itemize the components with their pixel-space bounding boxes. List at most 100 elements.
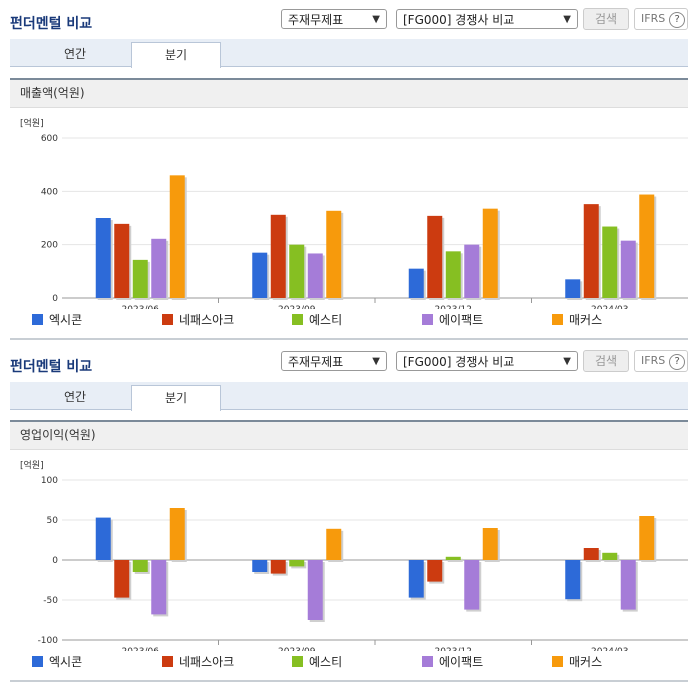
- operating-profit-chart-svg: [억원] -100 -50 0 50 100 2023/06 2023/09 2023/12 20…: [20, 459, 688, 651]
- ifrs-help-button[interactable]: IFRS?: [634, 8, 688, 30]
- compare-select[interactable]: [FG000] 경쟁사 비교 ▼: [396, 351, 578, 371]
- legend-label: 네패스아크: [179, 313, 235, 327]
- chevron-down-icon: ▼: [563, 14, 571, 25]
- legend-item-exicon: 엑시콘: [32, 654, 82, 670]
- bar: [464, 244, 480, 298]
- x-tick-label: 2023/09: [278, 647, 316, 651]
- bar: [326, 528, 342, 560]
- bar: [482, 528, 498, 560]
- y-tick-label: -50: [43, 596, 58, 606]
- compare-select[interactable]: [FG000] 경쟁사 비교 ▼: [396, 9, 578, 29]
- legend-item-yesti: 예스티: [292, 312, 342, 328]
- legend-label: 매커스: [569, 313, 603, 327]
- legend-item-apact: 에이팩트: [422, 312, 483, 328]
- tab-quarterly[interactable]: 분기: [131, 385, 221, 411]
- bar: [326, 210, 342, 298]
- y-tick-label: 600: [41, 134, 58, 144]
- legend-item-maekers: 매커스: [552, 654, 602, 670]
- ifrs-label: IFRS: [641, 12, 666, 25]
- bar: [639, 516, 655, 560]
- legend-swatch: [292, 314, 303, 325]
- x-tick-label: 2023/06: [122, 647, 160, 651]
- bar: [132, 560, 148, 572]
- legend-swatch: [422, 314, 433, 325]
- legend-item-exicon: 엑시콘: [32, 312, 82, 328]
- account-select-value: 주재무제표: [288, 13, 344, 27]
- bar-shadow: [447, 558, 463, 562]
- bar: [445, 556, 461, 560]
- bar: [602, 226, 618, 298]
- y-tick-label: 50: [47, 516, 59, 526]
- legend-label: 엑시콘: [49, 655, 83, 669]
- bar: [307, 253, 323, 298]
- legend-label: 엑시콘: [49, 313, 83, 327]
- bar: [565, 279, 581, 298]
- bar: [464, 560, 480, 610]
- x-tick-label: 2023/06: [122, 305, 160, 309]
- search-button[interactable]: 검색: [583, 8, 629, 30]
- tab-annual[interactable]: 연간: [63, 47, 87, 61]
- bar: [620, 240, 636, 298]
- question-icon: ?: [669, 12, 686, 28]
- y-tick-label: 0: [52, 294, 58, 304]
- bar: [270, 214, 286, 298]
- y-axis-unit-label: [억원]: [20, 459, 44, 471]
- legend-swatch: [162, 314, 173, 325]
- bar: [583, 204, 599, 298]
- y-tick-label: -100: [38, 636, 59, 646]
- chevron-down-icon: ▼: [372, 14, 380, 25]
- bar: [95, 218, 111, 298]
- compare-select-value: [FG000] 경쟁사 비교: [403, 13, 515, 27]
- compare-select-value: [FG000] 경쟁사 비교: [403, 355, 515, 369]
- account-select[interactable]: 주재무제표 ▼: [281, 9, 387, 29]
- chart-legend: 엑시콘 네패스아크 예스티 에이팩트 매커스: [10, 312, 688, 328]
- chart-legend: 엑시콘 네패스아크 예스티 에이팩트 매커스: [10, 654, 688, 670]
- fundamental-panel-operating-profit: 펀더멘털 비교 주재무제표 ▼ [FG000] 경쟁사 비교 ▼ 검색 IFRS…: [0, 342, 696, 684]
- ifrs-help-button[interactable]: IFRS?: [634, 350, 688, 372]
- legend-label: 에이팩트: [439, 313, 484, 327]
- bar: [252, 560, 268, 572]
- bar: [639, 194, 655, 298]
- period-tabs: 연간 분기: [10, 39, 688, 68]
- bar: [482, 208, 498, 298]
- legend-swatch: [552, 314, 563, 325]
- bar: [169, 175, 185, 298]
- legend-label: 네패스아크: [179, 655, 235, 669]
- x-tick-label: 2023/12: [435, 305, 472, 309]
- bar: [132, 259, 148, 298]
- legend-swatch: [32, 656, 43, 667]
- bar: [151, 560, 167, 615]
- bar: [427, 560, 443, 582]
- account-select[interactable]: 주재무제표 ▼: [281, 351, 387, 371]
- account-select-value: 주재무제표: [288, 355, 344, 369]
- bar: [95, 517, 111, 560]
- chart-revenue: 매출액(억원) [억원] 0 200 400 600 2023/06 2023/09 2023…: [10, 78, 688, 340]
- bar: [252, 252, 268, 298]
- legend-item-nepes-ark: 네패스아크: [162, 312, 234, 328]
- y-axis-unit-label: [억원]: [20, 117, 44, 129]
- chevron-down-icon: ▼: [372, 356, 380, 367]
- legend-item-yesti: 예스티: [292, 654, 342, 670]
- bar: [427, 215, 443, 298]
- bar: [583, 548, 599, 560]
- chart-title: 영업이익(억원): [10, 422, 688, 450]
- tab-quarterly[interactable]: 분기: [131, 42, 221, 68]
- y-tick-label: 200: [41, 241, 58, 251]
- bar: [408, 268, 424, 298]
- bar: [620, 560, 636, 610]
- legend-label: 예스티: [309, 655, 343, 669]
- legend-swatch: [32, 314, 43, 325]
- chevron-down-icon: ▼: [563, 356, 571, 367]
- panel-title: 펀더멘털 비교: [10, 16, 93, 32]
- bar: [289, 244, 305, 298]
- chart-title: 매출액(억원): [10, 80, 688, 108]
- search-button[interactable]: 검색: [583, 350, 629, 372]
- legend-swatch: [292, 656, 303, 667]
- fundamental-panel-revenue: 펀더멘털 비교 주재무제표 ▼ [FG000] 경쟁사 비교 ▼ 검색 IFRS…: [10, 8, 688, 340]
- bar: [565, 560, 581, 600]
- legend-item-apact: 에이팩트: [422, 654, 483, 670]
- tab-annual[interactable]: 연간: [63, 390, 87, 404]
- x-tick-label: 2023/12: [435, 647, 472, 651]
- legend-label: 에이팩트: [439, 655, 484, 669]
- legend-swatch: [422, 656, 433, 667]
